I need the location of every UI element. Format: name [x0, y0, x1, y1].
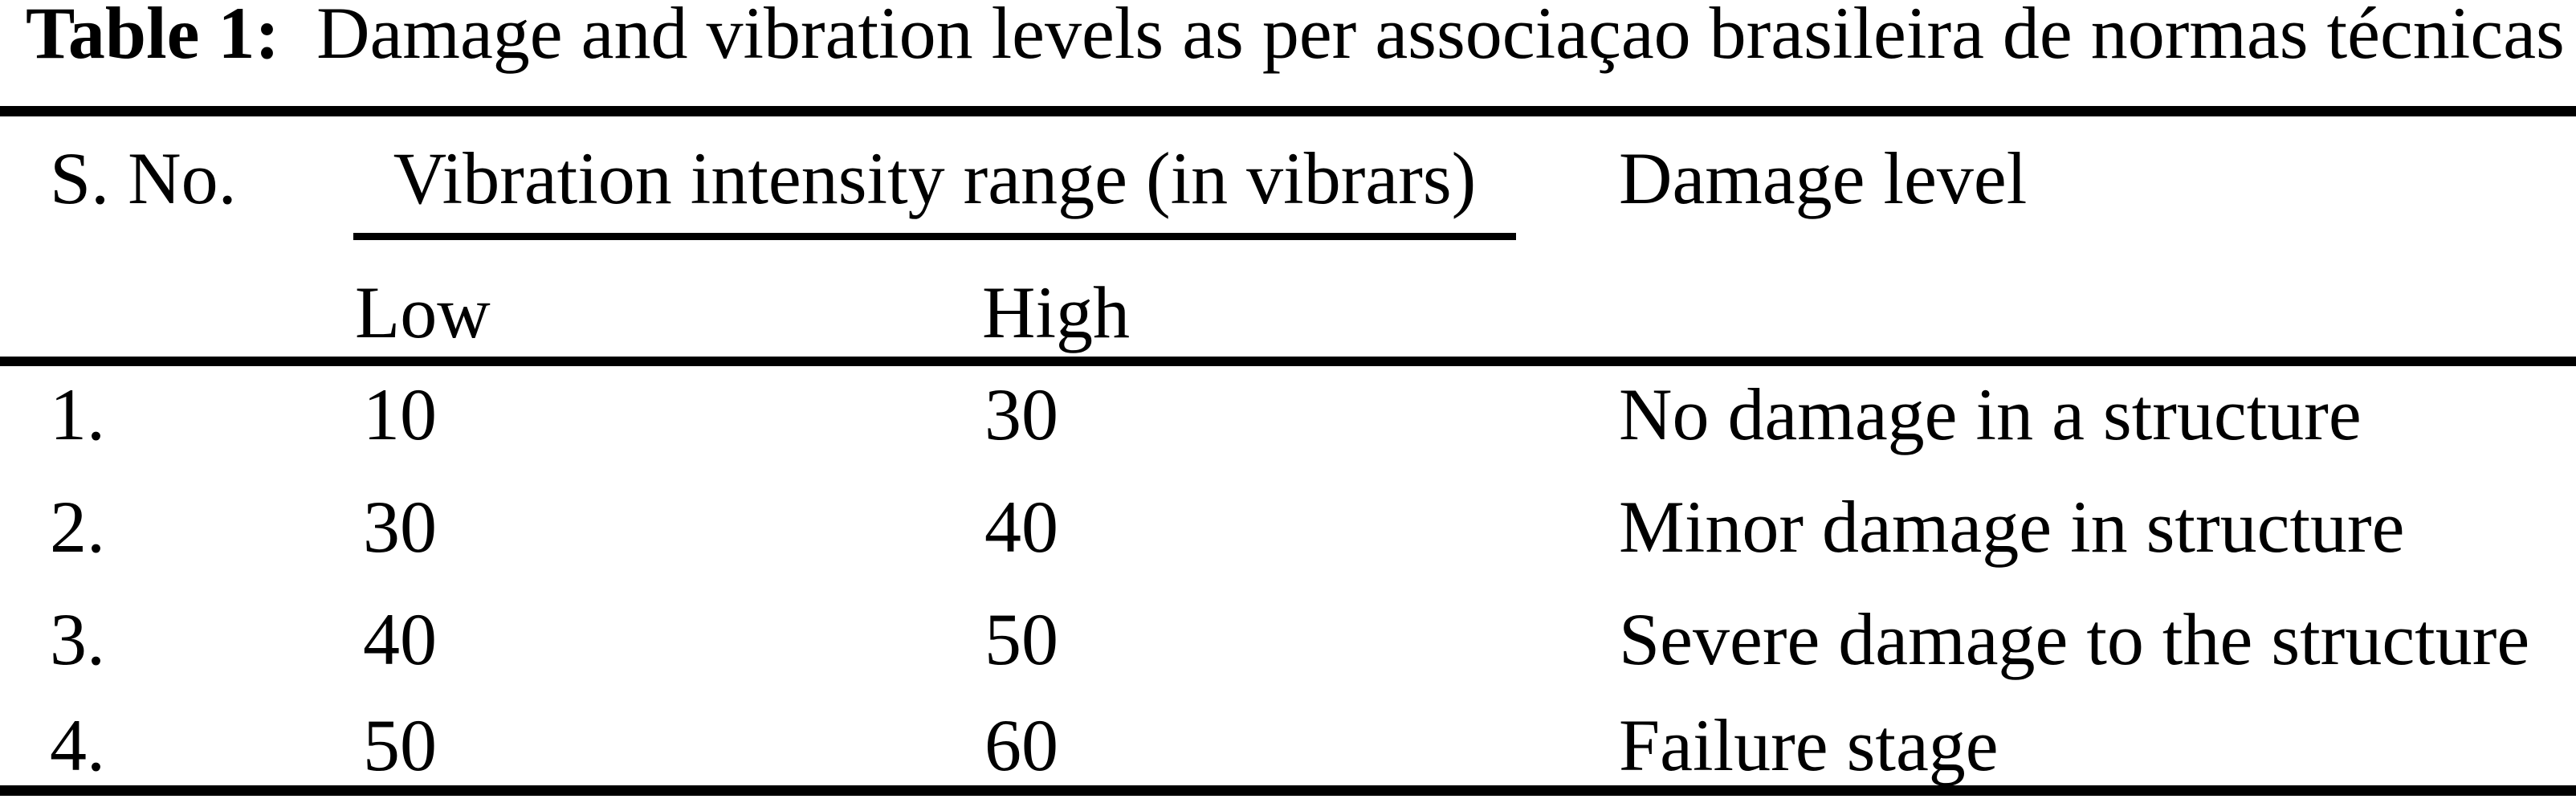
table-caption: Table 1: Damage and vibration levels as p… — [26, 0, 2565, 70]
cell-low: 30 — [363, 486, 437, 568]
column-header-vibration-group: Vibration intensity range (in vibrars) — [393, 137, 1477, 219]
vibration-group-underline — [353, 233, 1516, 240]
column-header-damage: Damage level — [1619, 137, 2028, 219]
table-row: 1. 10 30 No damage in a structure — [0, 377, 2576, 474]
column-header-sno: S. No. — [50, 137, 237, 219]
top-rule — [0, 106, 2576, 116]
table-caption-text: Damage and vibration levels as per assoc… — [316, 0, 2565, 74]
cell-damage: No damage in a structure — [1619, 373, 2362, 455]
cell-damage: Failure stage — [1619, 704, 1999, 786]
table-row: 2. 30 40 Minor damage in structure — [0, 490, 2576, 586]
cell-low: 50 — [363, 704, 437, 786]
cell-sno: 4. — [50, 704, 105, 786]
cell-sno: 1. — [50, 373, 105, 455]
table-row: 3. 40 50 Severe damage to the structure — [0, 602, 2576, 699]
subcolumn-header-high: High — [982, 271, 1130, 353]
subcolumn-header-low: Low — [355, 271, 491, 353]
bottom-rule — [0, 785, 2576, 796]
cell-high: 60 — [984, 704, 1058, 786]
cell-sno: 3. — [50, 598, 105, 680]
cell-high: 50 — [984, 598, 1058, 680]
cell-low: 40 — [363, 598, 437, 680]
cell-low: 10 — [363, 373, 437, 455]
table-row: 4. 50 60 Failure stage — [0, 708, 2576, 803]
cell-sno: 2. — [50, 486, 105, 568]
table-caption-label: Table 1: — [26, 0, 280, 74]
cell-high: 40 — [984, 486, 1058, 568]
header-body-rule — [0, 357, 2576, 366]
cell-damage: Severe damage to the structure — [1619, 598, 2530, 680]
cell-high: 30 — [984, 373, 1058, 455]
cell-damage: Minor damage in structure — [1619, 486, 2405, 568]
